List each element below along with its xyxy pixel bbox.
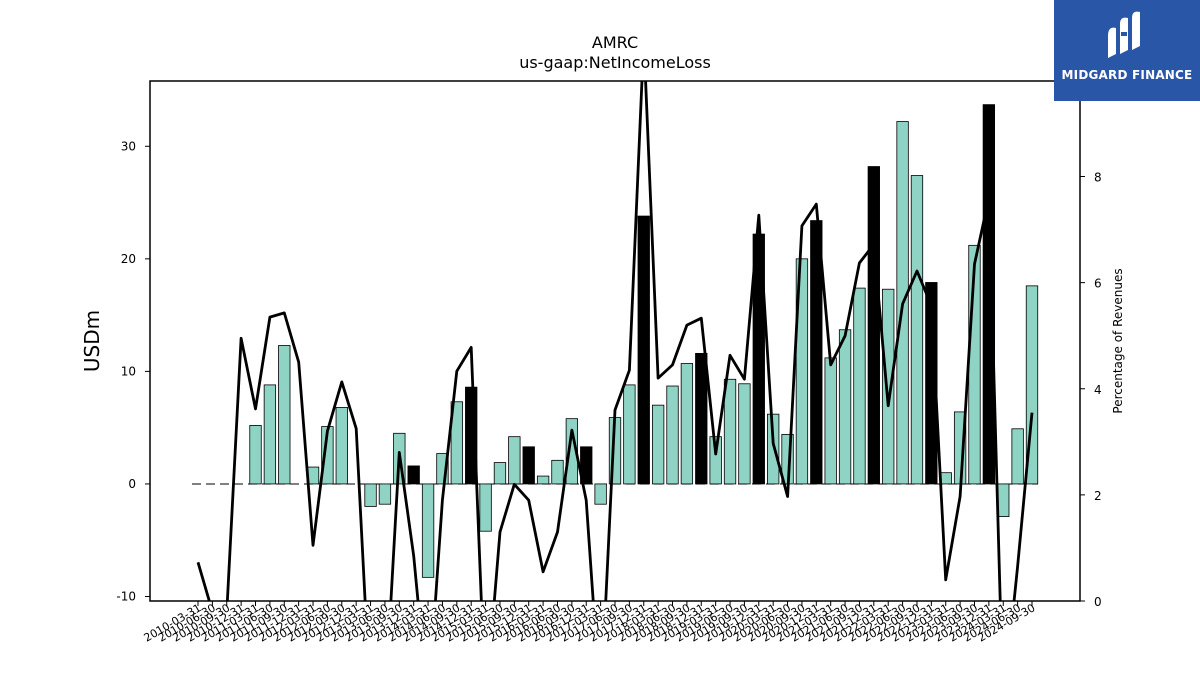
bar [709, 436, 722, 485]
bar [982, 104, 996, 485]
y-tick-label: 20 [121, 252, 136, 266]
bar [508, 436, 521, 485]
bar [278, 345, 291, 485]
bar [263, 384, 277, 485]
y-tick-label: 10 [121, 364, 136, 378]
bar [594, 483, 607, 505]
bar [378, 483, 392, 505]
bar [450, 401, 463, 485]
logo-text: MIDGARD FINANCE [1061, 68, 1193, 82]
chart-subtitle: us-gaap:NetIncomeLoss [519, 53, 711, 72]
bar [651, 404, 665, 485]
y2-tick-label: 0 [1094, 595, 1102, 609]
bar [1025, 285, 1039, 485]
bar [522, 446, 535, 485]
plot-area: -100102030024682010-03-312010-06-302010-… [116, 80, 1102, 645]
bar [465, 386, 478, 485]
bar [623, 384, 636, 485]
y-tick-label: 30 [121, 139, 136, 153]
bar [421, 483, 435, 578]
bar [637, 215, 650, 485]
y2-tick-label: 4 [1094, 383, 1102, 397]
bar [436, 453, 449, 485]
bar [666, 385, 679, 485]
bar [536, 475, 550, 485]
bar [551, 459, 564, 485]
y-tick-label: 0 [128, 477, 136, 491]
y2-tick-label: 8 [1094, 171, 1102, 185]
bar [407, 465, 420, 485]
bar [810, 220, 823, 485]
bar [910, 175, 924, 485]
bar [838, 329, 852, 485]
bar [795, 258, 809, 485]
y-axis-label: USDm [80, 310, 104, 372]
bar [767, 413, 780, 485]
percentage-line [196, 81, 1034, 601]
bar [997, 483, 1010, 517]
bar [249, 425, 262, 485]
bar [853, 287, 866, 485]
bar [867, 166, 880, 485]
logo-mark-icon [1108, 11, 1140, 58]
plot-frame [149, 80, 1081, 602]
bar [882, 288, 895, 485]
bar [680, 363, 694, 485]
bar [925, 282, 938, 485]
bar [479, 483, 492, 532]
bar [1011, 428, 1024, 485]
y-tick-label: -10 [116, 589, 136, 603]
midgard-finance-logo: MIDGARD FINANCE [1054, 0, 1200, 101]
bar [723, 378, 737, 485]
bar [493, 462, 507, 485]
y2-axis-label: Percentage of Revenues [1111, 268, 1125, 413]
y2-tick-label: 2 [1094, 489, 1102, 503]
y2-tick-label: 6 [1094, 277, 1102, 291]
bar [738, 383, 751, 485]
bar [824, 357, 837, 485]
bar [335, 407, 348, 485]
bar [695, 352, 708, 485]
chart-title: AMRC [592, 33, 638, 52]
bar [364, 483, 377, 507]
